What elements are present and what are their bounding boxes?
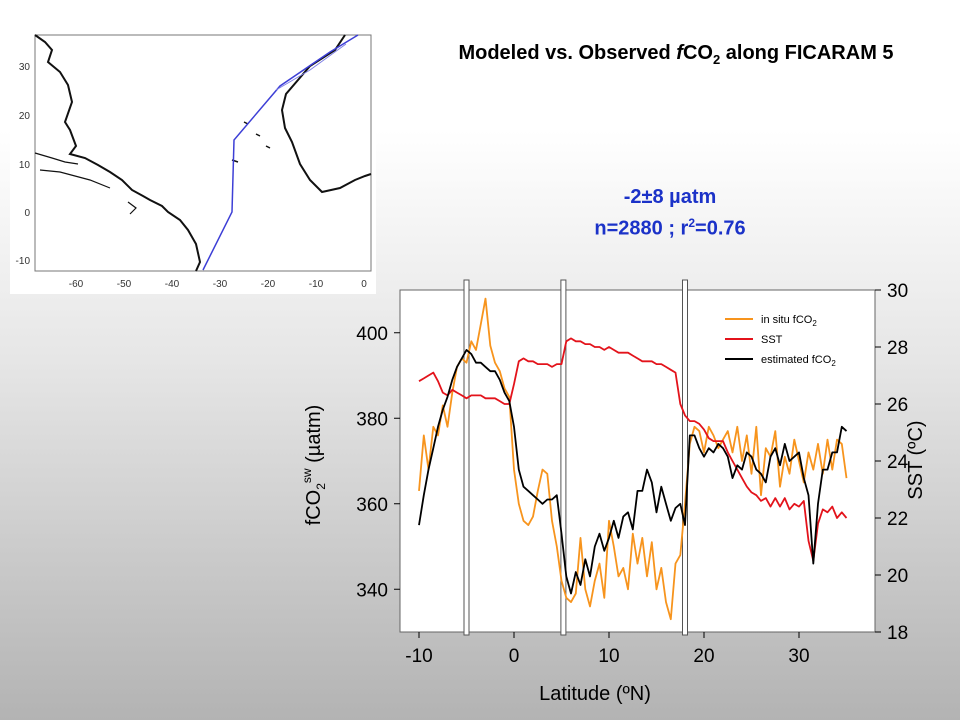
map-x-tick: -40 [165,279,180,290]
coastline-islands [231,121,271,163]
legend-label: estimated fCO2 [761,354,836,368]
legend: in situ fCO2 SST estimated fCO2 [725,314,836,368]
series-line-estimated-fco2 [418,349,848,595]
x-tick-label: 0 [509,646,520,667]
map-x-tick: -10 [309,279,324,290]
map-x-tick: -30 [213,279,228,290]
y2-axis-label: SST (ºC) [905,420,927,499]
legend-label: SST [761,334,783,346]
series-layer [418,297,848,621]
map-y-tick: 10 [19,160,31,171]
map-y-tick: 0 [24,208,30,219]
y-tick-label: 340 [356,580,388,601]
x-tick-label: 10 [598,646,619,667]
legend-label: in situ fCO2 [761,314,817,328]
map-x-tick: 0 [361,279,367,290]
y2-tick-label: 26 [887,395,908,416]
coastline-africa [280,34,372,194]
map-frame [34,34,372,272]
y-tick-label: 380 [356,409,388,430]
map-x-ticks: -60 -50 -40 -30 -20 -10 0 [69,279,367,290]
map-y-tick: 20 [19,111,31,122]
map-x-tick: -50 [117,279,132,290]
inset-map: 30 20 10 0 -10 -60 -50 -40 -30 -20 -10 0 [10,30,376,294]
map-y-ticks: 30 20 10 0 -10 [16,62,31,267]
fco2-chart: -10 0 10 20 30 400 380 360 340 30 28 26 24 22 20 18 in … [300,279,927,705]
y-tick-label: 360 [356,495,388,516]
gap-marker [682,279,688,636]
y2-tick-label: 20 [887,566,908,587]
x-tick-label: 30 [788,646,809,667]
coastline-americas [34,34,202,272]
map-y-tick: 30 [19,62,31,73]
coastline-caribbean [34,152,137,215]
stat-mean-difference: -2±8 µatm [623,186,717,208]
gap-markers [463,279,688,636]
map-x-tick: -20 [261,279,276,290]
axes-layer: -10 0 10 20 30 400 380 360 340 30 28 26 24 22 20 18 [356,281,908,667]
plot-background [399,289,876,633]
stat-correlation: n=2880 ; r2=0.76 [594,216,746,240]
slide-title: Modeled vs. Observed fCO2 along FICARAM … [458,42,894,67]
x-tick-label: 20 [693,646,714,667]
plot-area [399,289,876,633]
gap-marker [560,279,567,636]
cruise-track [202,34,359,271]
y-axis-label: fCO2sw (µatm) [300,405,328,526]
y2-tick-label: 24 [887,452,909,473]
map-y-tick: -10 [16,256,31,267]
map-x-tick: -60 [69,279,84,290]
cruise-track-return [275,43,347,91]
series-line-sst [418,337,848,562]
gap-marker [463,279,470,636]
y2-tick-label: 30 [887,281,908,302]
x-axis-label: Latitude (ºN) [539,683,651,705]
y2-tick-label: 18 [887,623,908,644]
y2-tick-label: 22 [887,509,908,530]
series-line-in-situ-fco2 [418,297,848,621]
x-tick-label: -10 [405,646,432,667]
y2-tick-label: 28 [887,338,908,359]
y-tick-label: 400 [356,324,388,345]
